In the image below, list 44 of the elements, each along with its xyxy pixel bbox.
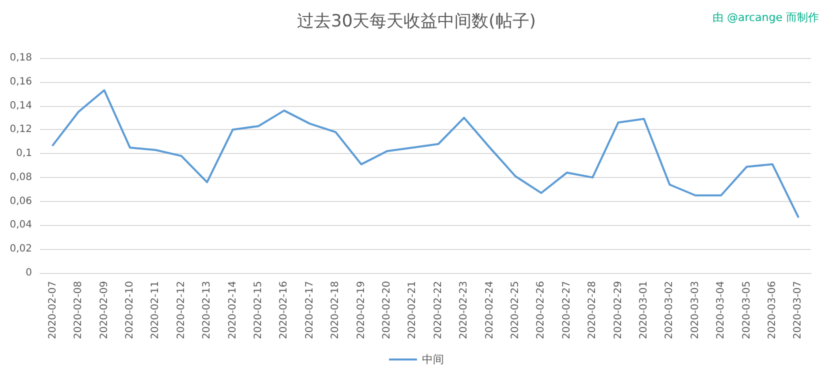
x-tick-label: 2020-03-03 <box>690 281 701 340</box>
text: 由 @arcange 而制作 <box>712 11 820 24</box>
y-tick-label: 0 <box>26 268 32 278</box>
x-tick-label: 2020-02-12 <box>176 281 187 340</box>
x-tick-label: 2020-02-13 <box>202 281 213 340</box>
x-tick-label: 2020-02-10 <box>124 281 136 340</box>
x-tick-label: 2020-03-06 <box>766 281 778 340</box>
x-tick-label: 2020-02-09 <box>98 281 110 340</box>
x-tick-label: 2020-02-17 <box>304 281 316 340</box>
x-tick-label: 2020-02-19 <box>356 281 367 340</box>
x-tick-label: 2020-02-21 <box>407 281 418 340</box>
y-tick-label: 0,14 <box>10 100 32 112</box>
y-tick-label: 0,06 <box>10 196 32 207</box>
x-tick-label: 2020-02-25 <box>510 281 521 340</box>
legend-label: 中间 <box>422 353 444 366</box>
x-tick-label: 2020-02-22 <box>432 281 444 340</box>
x-tick-label: 2020-02-23 <box>458 281 470 340</box>
y-tick-label: 0,04 <box>10 220 32 231</box>
x-tick-label: 2020-02-28 <box>587 281 598 340</box>
line-series <box>52 89 800 218</box>
x-tick-label: 2020-02-24 <box>484 281 496 340</box>
y-tick-label: 0,08 <box>10 172 32 183</box>
x-tick-label: 2020-02-16 <box>278 281 290 340</box>
x-tick-label: 2020-02-14 <box>227 281 238 340</box>
x-tick-label: 2020-02-15 <box>252 281 264 340</box>
x-tick-label: 2020-02-11 <box>150 281 162 340</box>
x-tick-label: 2020-03-01 <box>638 281 650 340</box>
x-tick-label: 2020-02-07 <box>47 281 58 340</box>
x-tick-label: 2020-03-05 <box>741 281 752 340</box>
x-tick-label: 2020-02-27 <box>561 281 572 340</box>
y-tick-label: 0,16 <box>10 76 32 88</box>
x-tick-label: 2020-03-07 <box>792 281 804 340</box>
x-tick-label: 2020-02-29 <box>612 281 624 340</box>
x-tick-label: 2020-02-20 <box>381 281 392 340</box>
y-tick-label: 0,1 <box>16 148 32 160</box>
x-tick-label: 2020-02-08 <box>73 281 84 340</box>
x-tick-label: 2020-02-26 <box>536 281 547 340</box>
y-tick-label: 0,02 <box>10 244 32 255</box>
x-tick-label: 2020-03-02 <box>664 281 676 340</box>
chart-title: 过去30天每天收益中间数(帖子) <box>297 12 536 32</box>
x-tick-label: 2020-02-18 <box>330 281 342 340</box>
y-tick-label: 0,18 <box>10 52 32 64</box>
y-tick-label: 0,12 <box>10 124 32 136</box>
x-tick-label: 2020-03-04 <box>716 281 727 340</box>
